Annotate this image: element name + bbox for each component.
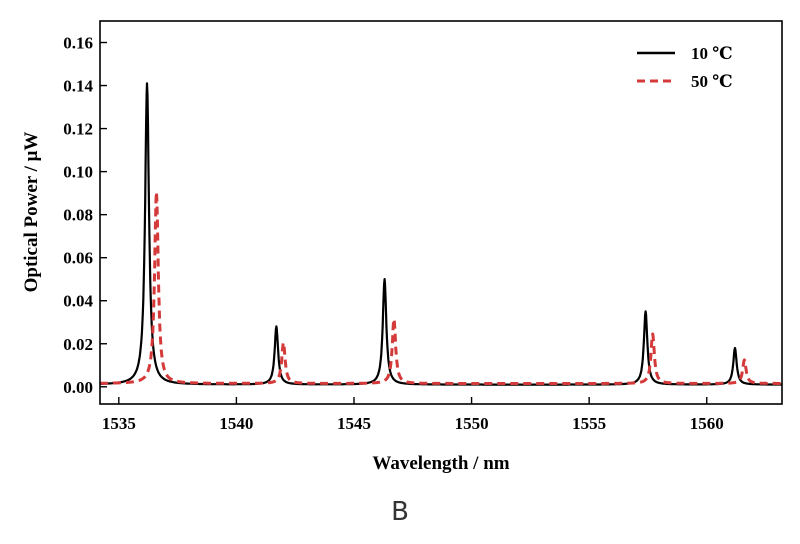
peak-point bbox=[734, 349, 736, 351]
x-tick-label: 1560 bbox=[690, 414, 724, 433]
x-tick-label: 1535 bbox=[102, 414, 136, 433]
axis-ticks: 1535 1540 1545 1550 1555 1560 0.00 0.02 0.04 0.06… bbox=[63, 34, 723, 433]
peak-point bbox=[744, 362, 746, 364]
series-line-1 bbox=[99, 82, 783, 386]
peak-point bbox=[652, 336, 654, 338]
x-tick-label: 1540 bbox=[219, 414, 253, 433]
x-tick-label: 1555 bbox=[572, 414, 606, 433]
series-line-2 bbox=[99, 190, 783, 385]
peak-point bbox=[393, 321, 395, 323]
peak-point bbox=[645, 313, 647, 315]
peak-point bbox=[156, 194, 158, 196]
y-tick-label: 0.04 bbox=[63, 292, 93, 311]
peak-point bbox=[384, 281, 386, 283]
y-tick-label: 0.08 bbox=[63, 206, 93, 225]
x-tick-label: 1545 bbox=[337, 414, 371, 433]
peak-point bbox=[283, 345, 285, 347]
y-axis-title: Optical Power / μW bbox=[21, 132, 42, 293]
legend: 10 ℃ 50 ℃ bbox=[637, 44, 733, 91]
y-tick-label: 0.10 bbox=[63, 163, 93, 182]
x-tick-label: 1550 bbox=[455, 414, 489, 433]
y-tick-label: 0.06 bbox=[63, 249, 93, 268]
plot-content bbox=[99, 82, 783, 386]
y-tick-label: 0.16 bbox=[63, 34, 93, 53]
y-tick-label: 0.12 bbox=[63, 120, 93, 139]
y-tick-label: 0.14 bbox=[63, 77, 93, 96]
x-axis-title: Wavelength / nm bbox=[372, 453, 509, 474]
peak-point bbox=[276, 328, 278, 330]
peak-point bbox=[146, 85, 148, 87]
y-tick-label: 0.00 bbox=[63, 378, 93, 397]
panel-label: B bbox=[391, 497, 409, 527]
y-tick-label: 0.02 bbox=[63, 335, 93, 354]
legend-label: 50 ℃ bbox=[691, 72, 733, 91]
plot-frame bbox=[99, 20, 783, 405]
legend-label: 10 ℃ bbox=[691, 44, 733, 63]
